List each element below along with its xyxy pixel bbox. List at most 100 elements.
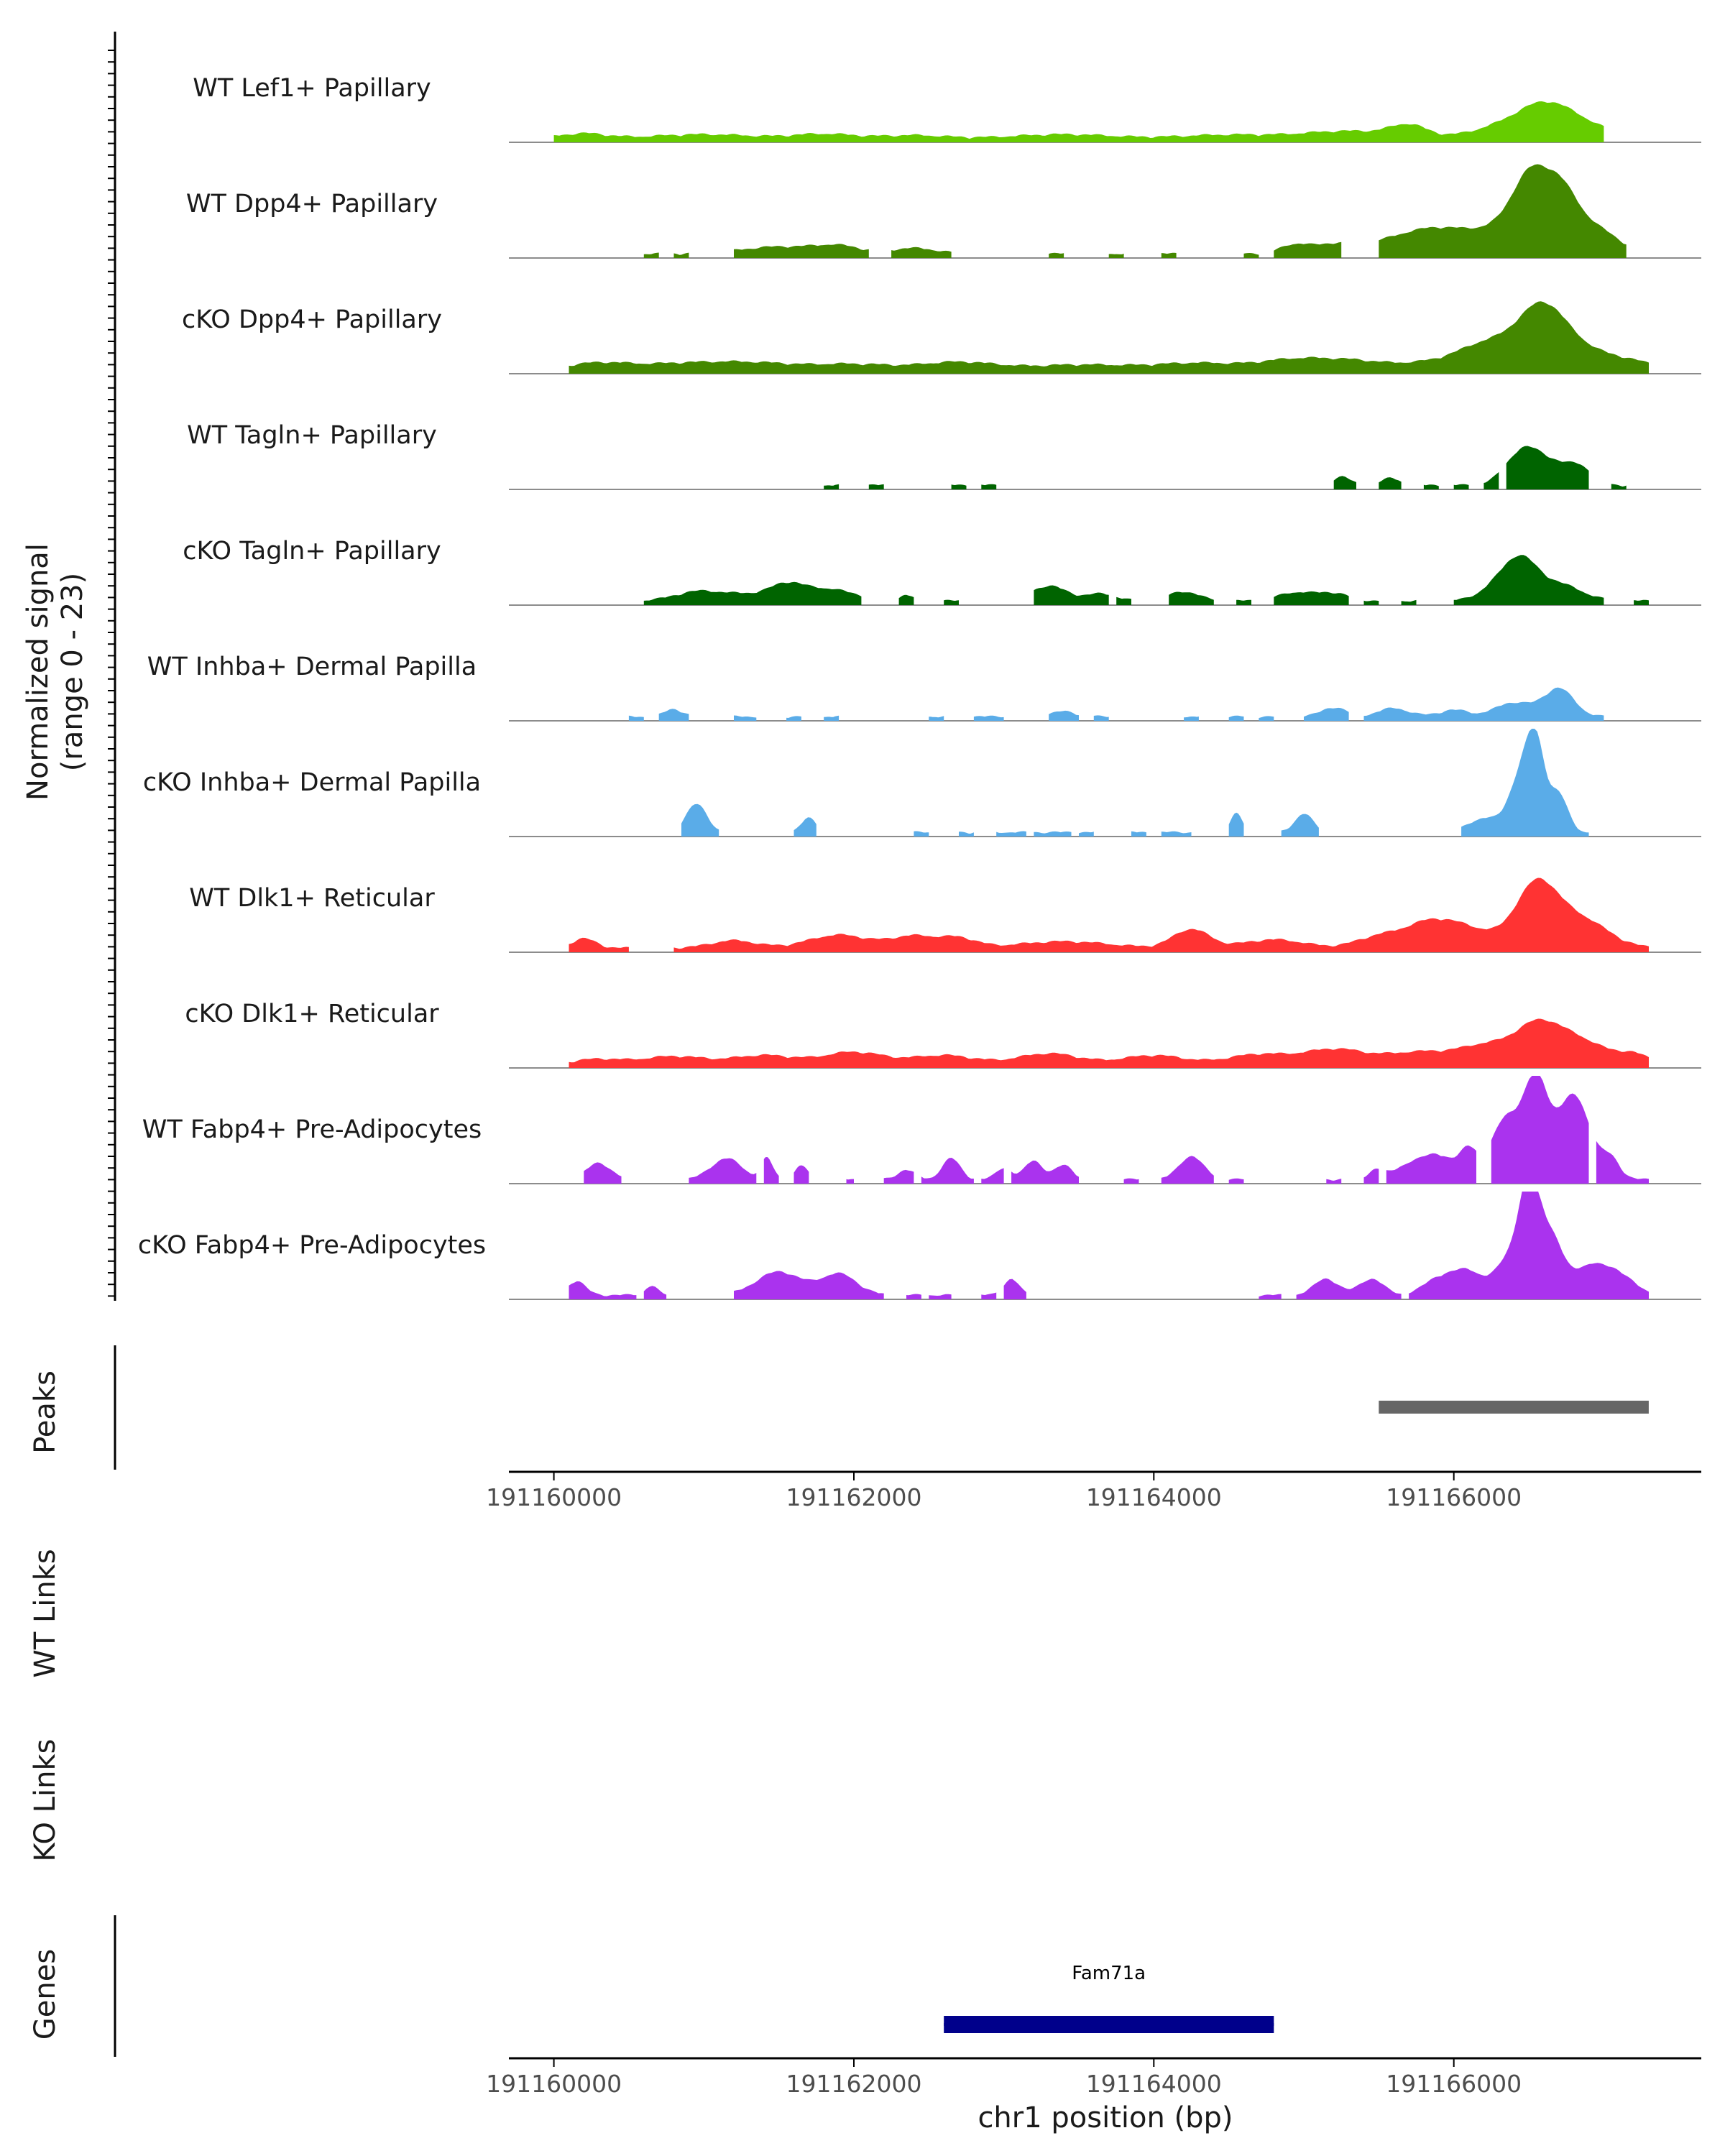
coverage-area	[1453, 555, 1604, 605]
coverage-area	[981, 1292, 997, 1299]
coverage-tracks: WT Lef1+ Papillary WT Dpp4+ Papillary cKO …	[138, 74, 1701, 1300]
coverage-area	[643, 1286, 667, 1299]
coverage-area	[1049, 710, 1079, 721]
coverage-area	[1274, 241, 1342, 258]
coverage-area	[996, 831, 1026, 837]
coverage-area	[569, 1281, 637, 1299]
coverage-area	[734, 1271, 884, 1299]
peaks-track	[1379, 1401, 1649, 1414]
genes-x-axis: 191160000 191162000 191164000 191166000	[486, 2058, 1522, 2098]
coverage-area	[763, 1157, 779, 1184]
track-wt-lef1-papillary: WT Lef1+ Papillary	[193, 74, 1701, 143]
gene-label: Fam71a	[1072, 1963, 1146, 1984]
coverage-area	[1116, 596, 1131, 605]
coverage-area	[584, 1162, 622, 1184]
genes-track-label: Genes	[29, 1949, 62, 2040]
track-label-cko-dpp4-papillary: cKO Dpp4+ Papillary	[182, 305, 442, 334]
coverage-area	[1379, 164, 1627, 258]
coverage-area	[1506, 446, 1589, 489]
coverage-area	[1461, 729, 1589, 837]
peak-interval	[1379, 1401, 1649, 1414]
coverage-area	[951, 484, 967, 489]
coverage-area	[1363, 600, 1379, 605]
coverage-area	[1169, 591, 1214, 605]
peaks-track-label: Peaks	[29, 1370, 62, 1454]
x-tick-label: 191162000	[786, 2070, 922, 2098]
track-wt-inhba-dermal-papilla: WT Inhba+ Dermal Papilla	[147, 653, 1701, 722]
gene-body	[944, 2016, 1274, 2033]
signal-axis-label: Normalized signal	[22, 543, 55, 801]
track-cko-inhba-dermal-papilla: cKO Inhba+ Dermal Papilla	[143, 729, 1701, 837]
coverage-area	[929, 1294, 952, 1299]
coverage-area	[734, 715, 757, 721]
coverage-area	[824, 484, 840, 489]
coverage-area	[1131, 831, 1146, 837]
coverage-area	[1296, 1278, 1402, 1299]
x-tick-label: 191166000	[1386, 1483, 1522, 1511]
coverage-area	[1123, 1178, 1139, 1184]
x-tick-label: 191166000	[1386, 2070, 1522, 2098]
coverage-area	[1161, 1156, 1214, 1184]
x-tick-label: 191160000	[486, 1483, 622, 1511]
x-tick-label: 191164000	[1086, 1483, 1222, 1511]
track-cko-dlk1-reticular: cKO Dlk1+ Reticular	[185, 1000, 1701, 1069]
coverage-area	[921, 1158, 974, 1184]
coverage-area	[1236, 599, 1251, 605]
track-wt-fabp4-pre-adipocytes: WT Fabp4+ Pre-Adipocytes	[142, 1076, 1701, 1184]
coverage-area	[1228, 715, 1244, 721]
coverage-area	[1049, 252, 1064, 258]
track-cko-fabp4-pre-adipocytes: cKO Fabp4+ Pre-Adipocytes	[138, 1192, 1701, 1300]
coverage-area	[1453, 484, 1469, 489]
coverage-area	[1093, 715, 1109, 721]
coverage-area	[734, 244, 869, 258]
coverage-area	[1161, 831, 1192, 837]
track-label-cko-inhba-dermal-papilla: cKO Inhba+ Dermal Papilla	[143, 768, 481, 797]
wt-links-track-label: WT Links	[29, 1549, 62, 1677]
coverage-area	[1333, 476, 1356, 489]
signal-axis-ticks	[108, 50, 115, 1297]
coverage-area	[891, 247, 952, 258]
coverage-area	[643, 581, 862, 605]
coverage-area	[1161, 252, 1177, 258]
track-wt-dlk1-reticular: WT Dlk1+ Reticular	[189, 877, 1701, 953]
genes-track: Fam71a	[944, 1963, 1274, 2033]
coverage-area	[1423, 484, 1439, 489]
signal-axis-range-label: (range 0 - 23)	[56, 573, 89, 771]
coverage-area	[929, 716, 944, 721]
track-label-wt-dlk1-reticular: WT Dlk1+ Reticular	[189, 884, 435, 913]
track-cko-dpp4-papillary: cKO Dpp4+ Papillary	[182, 301, 1701, 374]
coverage-area	[944, 599, 959, 605]
coverage-area	[673, 877, 1649, 952]
coverage-area	[1259, 1294, 1282, 1299]
coverage-area	[1304, 707, 1349, 721]
coverage-area	[794, 1165, 809, 1184]
coverage-area	[1326, 1179, 1342, 1184]
coverage-area	[906, 1294, 921, 1299]
x-tick-label: 191162000	[786, 1483, 922, 1511]
coverage-area	[959, 831, 974, 837]
coverage-area	[658, 709, 689, 721]
track-cko-tagln-papillary: cKO Tagln+ Papillary	[183, 537, 1701, 606]
track-label-wt-tagln-papillary: WT Tagln+ Papillary	[187, 421, 437, 450]
coverage-area	[553, 101, 1604, 142]
coverage-area	[1596, 1141, 1649, 1184]
coverage-area	[898, 594, 914, 605]
track-label-cko-dlk1-reticular: cKO Dlk1+ Reticular	[185, 1000, 439, 1028]
coverage-area	[794, 817, 816, 837]
coverage-area	[1184, 717, 1199, 721]
coverage-area	[1363, 687, 1604, 721]
track-label-cko-fabp4-pre-adipocytes: cKO Fabp4+ Pre-Adipocytes	[138, 1231, 486, 1260]
track-label-wt-inhba-dermal-papilla: WT Inhba+ Dermal Papilla	[147, 653, 477, 681]
coverage-area	[824, 715, 840, 721]
coverage-area	[1034, 585, 1109, 605]
track-wt-tagln-papillary: WT Tagln+ Papillary	[187, 421, 1701, 490]
coverage-area	[681, 803, 719, 837]
coverage-area	[1011, 1160, 1079, 1184]
coverage-area	[846, 1179, 854, 1184]
x-axis-title: chr1 position (bp)	[978, 2101, 1233, 2134]
coverage-area	[689, 1158, 757, 1184]
coverage-area	[1363, 1169, 1379, 1184]
coverage-area	[1386, 1145, 1476, 1184]
coverage-area	[973, 715, 1004, 721]
